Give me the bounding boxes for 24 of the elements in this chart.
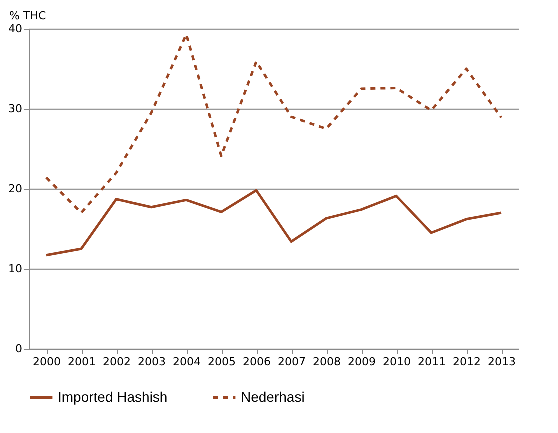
- y-tick-label: 40: [8, 22, 22, 36]
- x-tick-label: 2004: [173, 356, 201, 368]
- legend-label: Imported Hashish: [58, 388, 168, 405]
- x-tick-label: 2009: [348, 356, 376, 368]
- y-axis-title: % THC: [10, 10, 46, 22]
- line-series: [45, 189, 503, 257]
- x-tick-label: 2005: [208, 356, 236, 368]
- x-tick-label: 2012: [453, 356, 481, 368]
- x-tick-label: 2000: [33, 356, 61, 368]
- x-tick-label: 2011: [418, 356, 446, 368]
- x-tick-label: 2002: [103, 356, 131, 368]
- x-tick-label: 2003: [138, 356, 166, 368]
- y-tick-label: 0: [16, 342, 22, 356]
- y-tick-label: 30: [8, 102, 22, 116]
- legend-label: Nederhasi: [241, 388, 305, 405]
- line-series: [45, 33, 503, 214]
- y-tick-label: 20: [8, 182, 22, 196]
- x-tick-label: 2007: [278, 356, 306, 368]
- x-tick-label: 2006: [243, 356, 271, 368]
- x-tick-label: 2001: [68, 356, 96, 368]
- x-tick-label: 2008: [313, 356, 341, 368]
- x-tick-label: 2010: [383, 356, 411, 368]
- x-tick-label: 2013: [488, 356, 516, 368]
- y-tick-label: 10: [8, 262, 22, 276]
